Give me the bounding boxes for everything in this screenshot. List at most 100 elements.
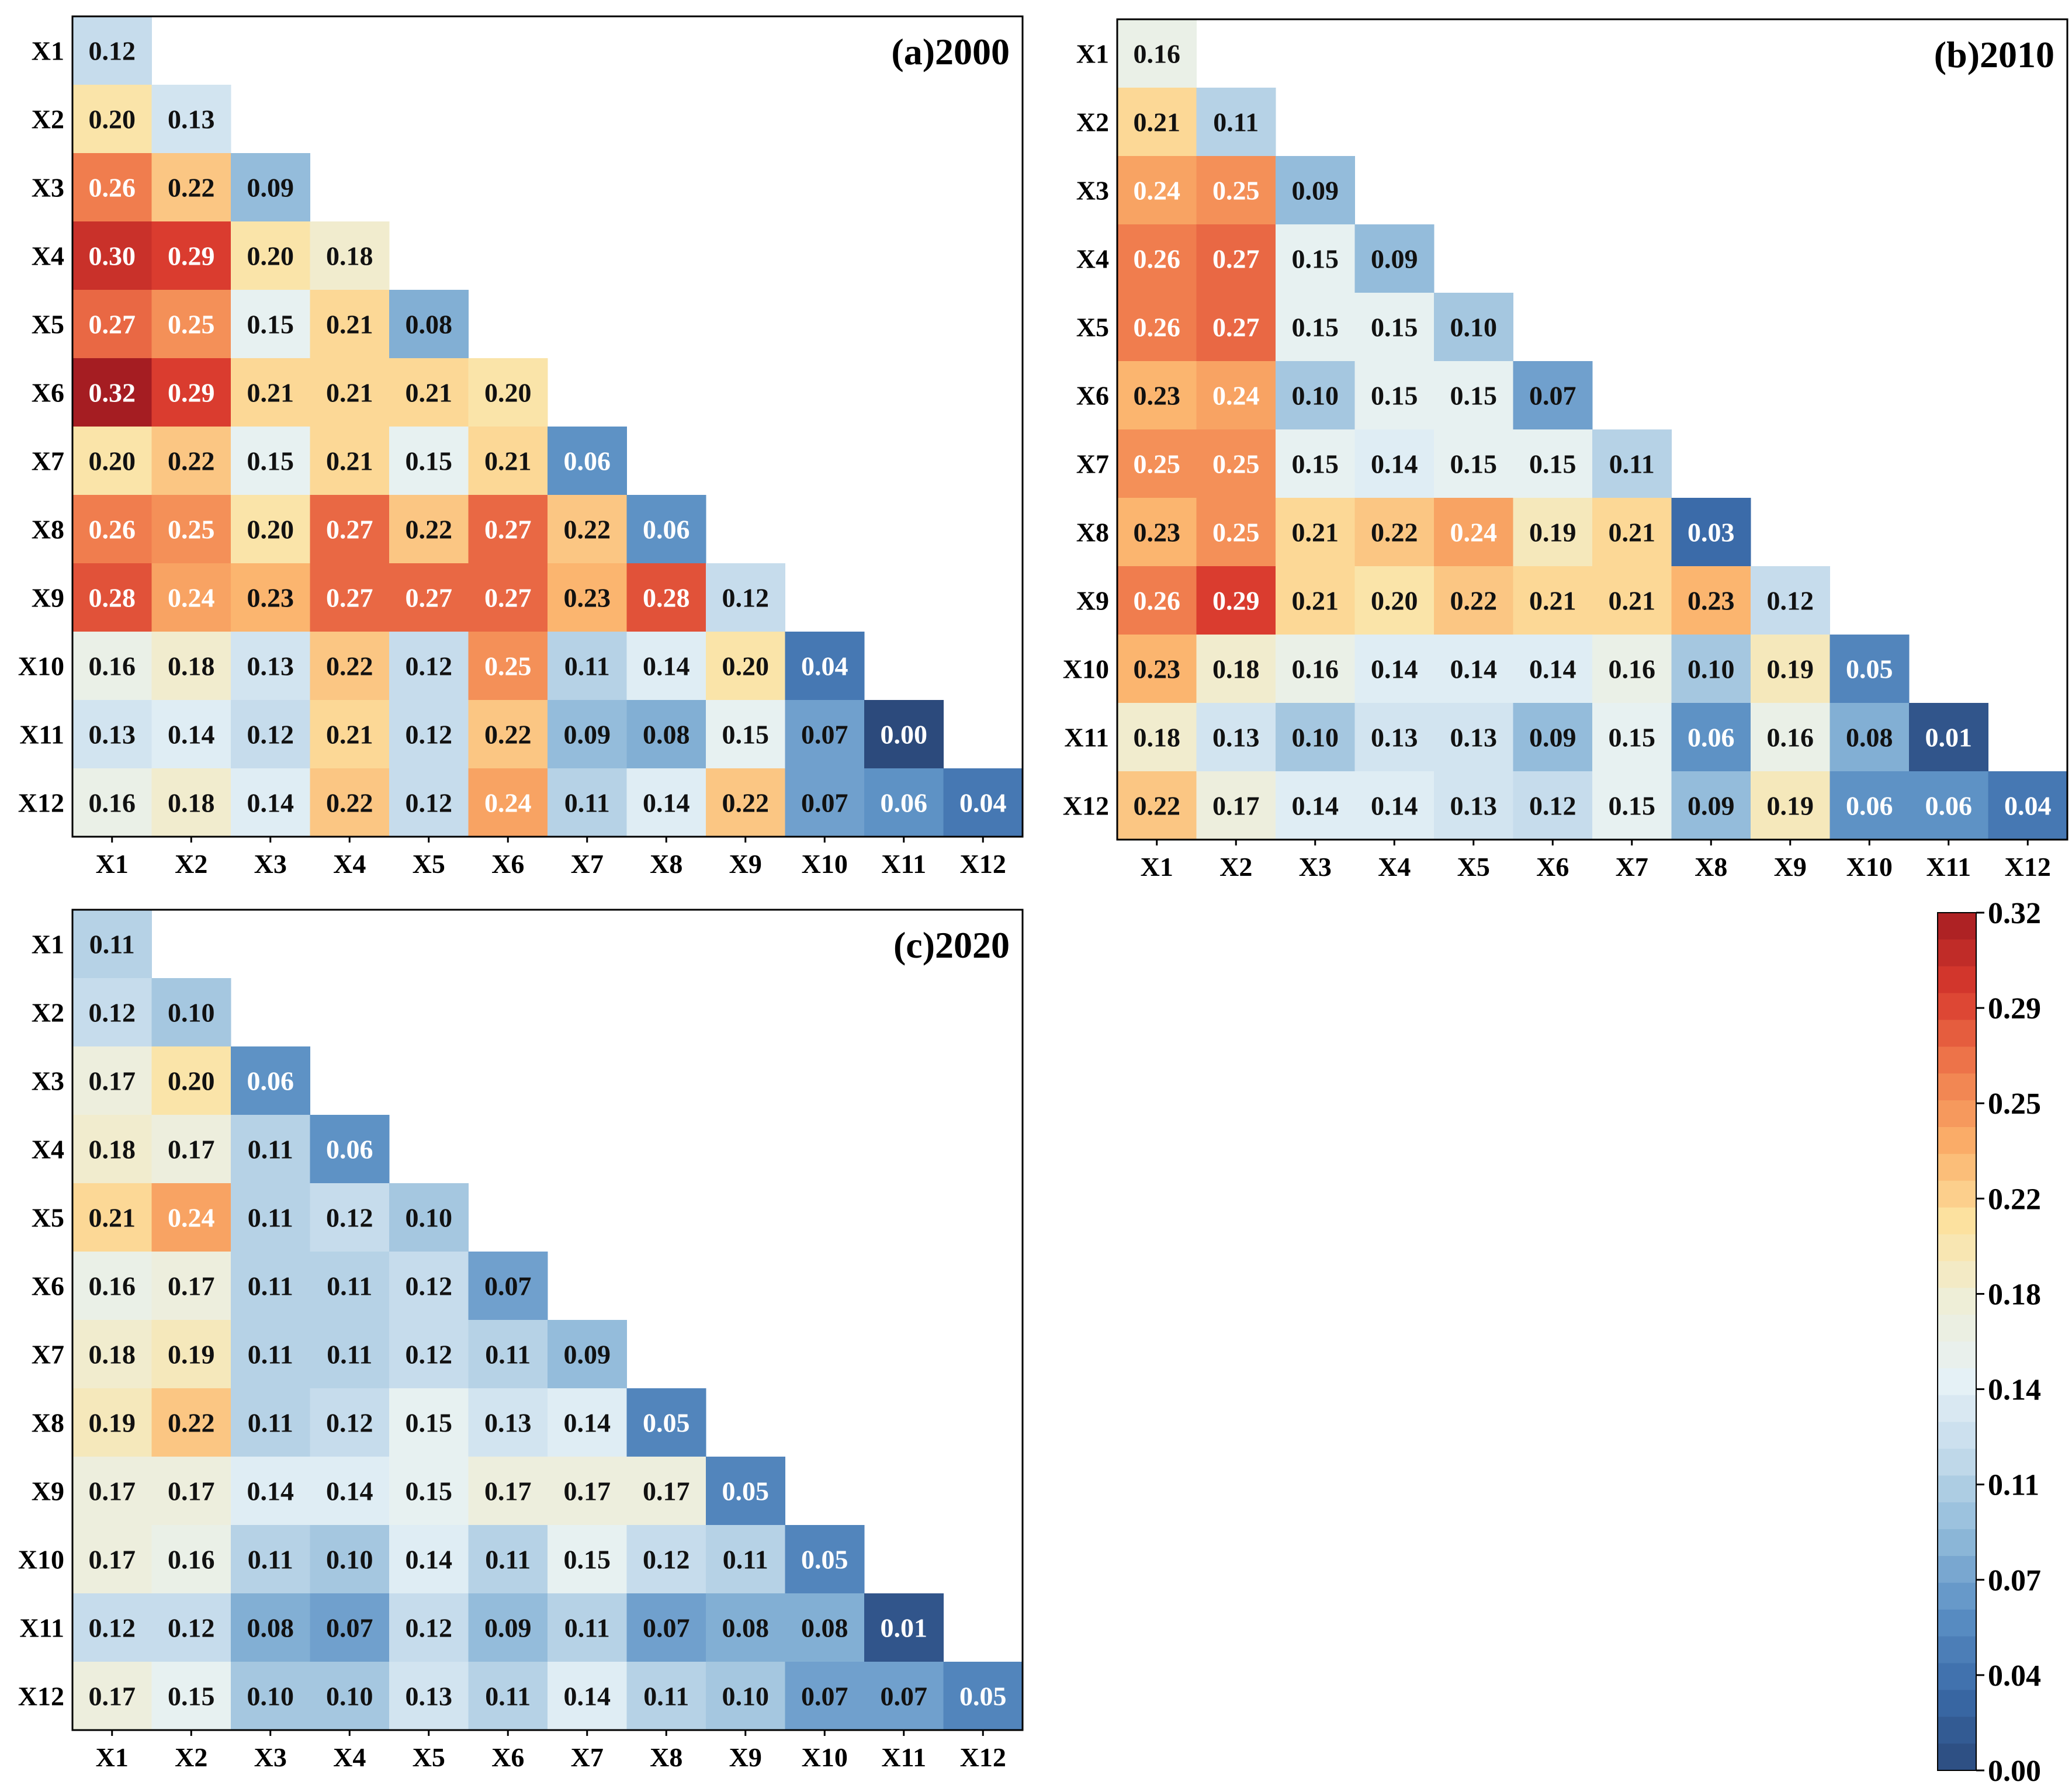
heatmap-cell xyxy=(72,1046,152,1115)
heatmap-cell xyxy=(231,1252,310,1320)
colorbar-tick-label: 0.00 xyxy=(1988,1755,2041,1785)
cell-value-label: 0.22 xyxy=(1450,586,1498,616)
row-tick-label: X7 xyxy=(32,1340,64,1370)
cell-value-label: 0.24 xyxy=(168,583,215,613)
row-tick-label: X10 xyxy=(18,651,64,681)
cell-value-label: 0.05 xyxy=(722,1476,770,1506)
heatmap-cell xyxy=(72,85,152,154)
heatmap-cell xyxy=(151,1183,231,1252)
heatmap-cell xyxy=(1117,429,1197,498)
cell-value-label: 0.12 xyxy=(89,1613,136,1643)
colorbar-tick-label: 0.22 xyxy=(1988,1183,2041,1216)
column-tick-label: X12 xyxy=(960,849,1006,879)
cell-value-label: 0.26 xyxy=(89,173,136,203)
heatmap-cell xyxy=(389,427,469,495)
heatmap-cell xyxy=(626,700,706,769)
heatmap-cell xyxy=(231,290,310,359)
heatmap-cell xyxy=(72,563,152,632)
cell-value-label: 0.09 xyxy=(1688,791,1735,821)
heatmap-cell xyxy=(151,1046,231,1115)
cell-value-label: 0.15 xyxy=(1292,449,1339,479)
column-tick-label: X1 xyxy=(1141,852,1173,882)
heatmap-cell xyxy=(151,632,231,701)
column-tick-label: X9 xyxy=(729,1742,762,1772)
cell-value-label: 0.19 xyxy=(168,1340,215,1370)
cell-value-label: 0.22 xyxy=(1134,791,1181,821)
heatmap-cell xyxy=(1117,88,1197,157)
row-tick-label: X5 xyxy=(32,1203,64,1233)
cell-value-label: 0.17 xyxy=(168,1271,215,1301)
cell-value-label: 0.21 xyxy=(247,378,294,408)
heatmap-cell xyxy=(548,700,627,769)
heatmap-cell xyxy=(626,632,706,701)
cell-value-label: 0.25 xyxy=(168,310,215,339)
heatmap-cell xyxy=(706,632,785,701)
heatmap-cell xyxy=(1909,703,1988,772)
heatmap-cell xyxy=(151,563,231,632)
cell-value-label: 0.27 xyxy=(89,310,136,339)
heatmap-cell xyxy=(548,1388,627,1457)
cell-value-label: 0.12 xyxy=(247,720,294,750)
heatmap-cell xyxy=(1354,566,1435,635)
row-tick-label: X1 xyxy=(32,36,64,66)
cell-value-label: 0.11 xyxy=(327,1340,372,1370)
cell-value-label: 0.15 xyxy=(1371,381,1418,411)
panel-title: (c)2020 xyxy=(893,924,1010,966)
cell-value-label: 0.11 xyxy=(564,788,610,818)
heatmap-cell xyxy=(1671,498,1751,567)
cell-value-label: 0.17 xyxy=(643,1476,690,1506)
cell-value-label: 0.04 xyxy=(801,651,848,681)
heatmap-cell xyxy=(468,495,548,564)
heatmap-cell xyxy=(1592,771,1672,840)
cell-value-label: 0.12 xyxy=(326,1203,373,1233)
heatmap-cell xyxy=(1354,703,1435,772)
cell-value-label: 0.16 xyxy=(89,788,136,818)
heatmap-cell xyxy=(468,1388,548,1457)
cell-value-label: 0.21 xyxy=(1529,586,1576,616)
cell-value-label: 0.11 xyxy=(485,1545,531,1575)
heatmap-cell xyxy=(864,1593,944,1662)
cell-value-label: 0.04 xyxy=(2004,791,2052,821)
cell-value-label: 0.15 xyxy=(1609,791,1656,821)
heatmap-cell xyxy=(1513,361,1593,430)
heatmap-cell xyxy=(389,495,469,564)
row-tick-label: X6 xyxy=(32,378,64,408)
heatmap-cell xyxy=(706,1662,785,1731)
heatmap-cell xyxy=(785,632,865,701)
heatmap-cell xyxy=(231,495,310,564)
column-tick-label: X4 xyxy=(333,849,366,879)
heatmap-cell xyxy=(72,700,152,769)
cell-value-label: 0.05 xyxy=(1846,654,1893,684)
heatmap-cell xyxy=(1354,429,1435,498)
cell-value-label: 0.07 xyxy=(801,1682,848,1711)
colorbar-segment xyxy=(1938,1234,1976,1261)
column-tick-label: X11 xyxy=(881,1742,926,1772)
heatmap-cell xyxy=(1196,361,1276,430)
row-tick-label: X10 xyxy=(18,1545,64,1575)
heatmap-cell xyxy=(1592,566,1672,635)
heatmap-cell xyxy=(1671,771,1751,840)
row-tick-label: X1 xyxy=(1076,39,1109,69)
heatmap-cell xyxy=(310,221,390,290)
cell-value-label: 0.27 xyxy=(326,583,373,613)
cell-value-label: 0.10 xyxy=(1292,381,1339,411)
cell-value-label: 0.29 xyxy=(168,378,215,408)
row-tick-label: X7 xyxy=(1076,449,1109,479)
heatmap-cell xyxy=(1276,703,1355,772)
cell-value-label: 0.29 xyxy=(168,241,215,271)
cell-value-label: 0.07 xyxy=(801,720,848,750)
cell-value-label: 0.29 xyxy=(1212,586,1260,616)
cell-value-label: 0.11 xyxy=(485,1340,531,1370)
colorbar: 0.32 0.29 0.25 0.22 0.18 0.14 0.11 0.07 0.04 0.00 xyxy=(1937,897,2041,1785)
heatmap-cell xyxy=(389,632,469,701)
cell-value-label: 0.14 xyxy=(643,651,690,681)
heatmap-cell xyxy=(468,700,548,769)
heatmap-cell xyxy=(785,700,865,769)
row-tick-label: X9 xyxy=(1076,586,1109,616)
cell-value-label: 0.06 xyxy=(881,788,928,818)
heatmap-cell xyxy=(72,978,152,1047)
heatmap-cell xyxy=(310,495,390,564)
cell-value-label: 0.21 xyxy=(484,446,532,476)
cell-value-label: 0.10 xyxy=(168,998,215,1028)
heatmap-cell xyxy=(389,1525,469,1594)
